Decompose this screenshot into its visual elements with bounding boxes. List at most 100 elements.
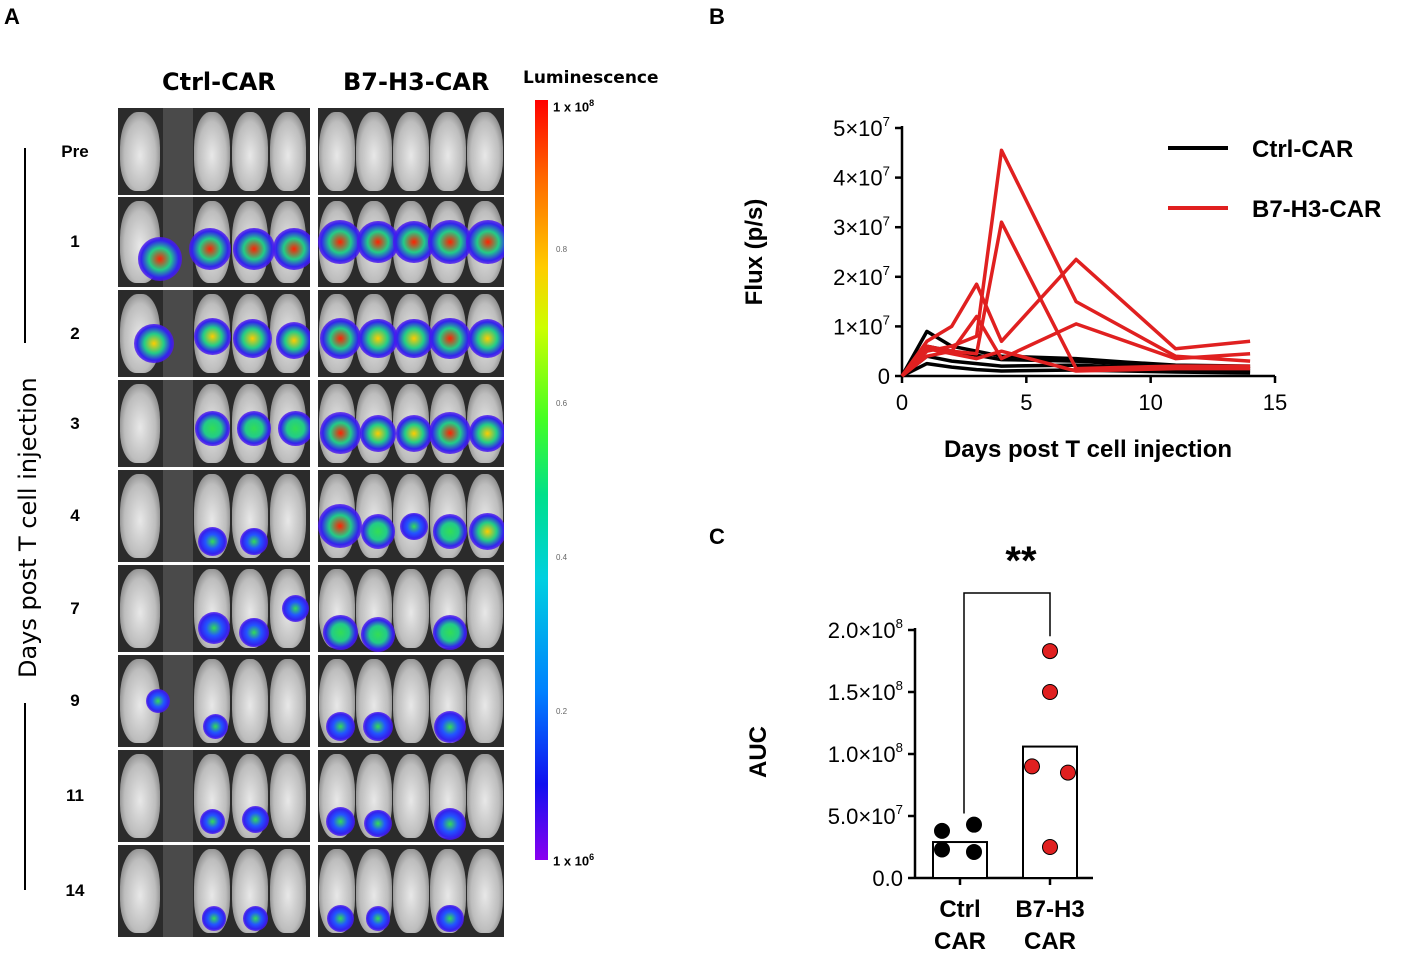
y-axis-label: AUC (745, 726, 772, 778)
mouse-silhouette (120, 474, 160, 558)
mouse-silhouette (393, 659, 429, 743)
bioluminescence-signal (240, 527, 268, 556)
bioluminescence-signal (319, 317, 362, 360)
bioluminescence-signal (319, 412, 362, 454)
data-point (1042, 839, 1058, 855)
day-label: Pre (61, 141, 89, 161)
mouse-silhouette (194, 112, 230, 191)
mouse-silhouette (467, 112, 503, 191)
ctrl-car-image-row (118, 197, 310, 287)
bioluminescence-signal (358, 318, 398, 358)
mouse-silhouette (393, 112, 429, 191)
bioluminescence-signal (429, 317, 471, 360)
b7h3-car-image-row (318, 380, 504, 467)
mouse-silhouette (467, 569, 503, 648)
image-divider-strip (163, 845, 193, 937)
bioluminescence-signal (400, 512, 428, 540)
bioluminescence-signal (357, 221, 399, 263)
data-point (966, 816, 982, 833)
x-tick-label: 15 (1263, 390, 1287, 415)
scale-tick-label: 0.4 (556, 553, 568, 562)
bioluminescence-signal (243, 906, 268, 931)
bioluminescence-signal (239, 617, 269, 648)
scale-tick-label: 0.6 (556, 399, 568, 408)
mouse-silhouette (467, 659, 503, 743)
mouse-silhouette (319, 112, 355, 191)
auc-bar-chart: 0.0 5.0×107 1.0×108 1.5×108 2.0×108 AUC Ctrl CA… (745, 539, 1093, 955)
bioluminescence-signal (203, 714, 228, 739)
series-line-b7h3-car (900, 314, 1251, 378)
bioluminescence-signal (232, 318, 272, 358)
bioluminescence-signal (236, 411, 272, 446)
bioluminescence-signal (469, 414, 504, 452)
y-axis-label: Flux (p/s) (741, 199, 768, 306)
day-label: 1 (70, 232, 80, 251)
mouse-silhouette (393, 569, 429, 648)
days-bracket-bottom-line (24, 703, 26, 890)
data-point (934, 841, 950, 858)
bioluminescence-signal (434, 710, 466, 743)
mouse-silhouette (356, 112, 392, 191)
bioluminescence-signal (282, 594, 310, 623)
ctrl-car-image-row (118, 380, 310, 467)
b7h3-car-image-row (318, 108, 504, 195)
bioluminescence-signal (318, 220, 363, 264)
luminescence-colorbar (535, 100, 548, 860)
bioluminescence-signal (393, 221, 435, 263)
bioluminescence-signal (469, 512, 504, 550)
scale-max-label: 1 x 108 (553, 98, 595, 115)
x-tick-label: 0 (896, 390, 908, 415)
mouse-silhouette (120, 754, 160, 838)
bioluminescence-signal (195, 411, 230, 446)
b7h3-car-image-row (318, 655, 504, 747)
b7h3-car-image-row (318, 845, 504, 937)
bioluminescence-signal (432, 615, 468, 650)
panel-b-letter: B (709, 4, 725, 29)
day-label: 9 (70, 691, 80, 710)
bioluminescence-signal (197, 526, 228, 557)
bioluminescence-signal (137, 237, 182, 281)
bioluminescence-signal (394, 318, 434, 358)
x-tick-label: 5 (1020, 390, 1032, 415)
bioluminescence-signal (200, 809, 225, 834)
image-divider-strip (163, 380, 193, 467)
ctrl-car-image-row (118, 108, 310, 195)
bioluminescence-signal (325, 711, 356, 742)
x-category-label: CAR (934, 928, 986, 955)
ctrl-car-image-row (118, 655, 310, 747)
bioluminescence-signal (242, 805, 270, 834)
y-tick-label: 0 (878, 364, 890, 389)
day-label: 11 (66, 786, 84, 805)
bioluminescence-signal (360, 617, 396, 652)
ctrl-car-image-row (118, 470, 310, 562)
days-bracket-top-line (24, 148, 26, 343)
series-line-b7h3-car (900, 257, 1251, 378)
mouse-silhouette (232, 659, 268, 743)
data-point (1042, 643, 1058, 660)
scale-tick-label: 0.2 (556, 707, 568, 716)
bioluminescence-signal (198, 611, 230, 644)
legend-label: Ctrl-CAR (1252, 136, 1353, 163)
ctrl-car-image-row (118, 750, 310, 842)
flux-line-chart: 0 5 10 15 0 1×107 2×107 3×107 4×107 5×107 Days pos… (741, 114, 1381, 463)
bioluminescence-signal (325, 806, 356, 837)
bioluminescence-signal (468, 318, 504, 358)
mouse-silhouette (270, 112, 306, 191)
scale-tick-label: 0.8 (556, 245, 568, 254)
bioluminescence-signal (201, 906, 227, 931)
b7h3-car-image-row (318, 197, 504, 287)
significance-label: ** (1005, 539, 1037, 583)
panel-c-letter: C (709, 524, 725, 549)
days-axis-label: Days post T cell injection (14, 377, 42, 678)
bioluminescence-signal (395, 414, 433, 452)
ctrl-car-image-row (118, 290, 310, 377)
group-label-b7h3-car: B7-H3-CAR (343, 68, 490, 96)
mouse-silhouette (270, 659, 306, 743)
data-point (1024, 758, 1040, 775)
bioluminescence-signal (273, 228, 310, 270)
day-label: 14 (65, 881, 85, 900)
mouse-silhouette (430, 112, 466, 191)
mouse-silhouette (393, 754, 429, 838)
data-point (966, 843, 982, 860)
panel-a-letter: A (4, 4, 20, 29)
